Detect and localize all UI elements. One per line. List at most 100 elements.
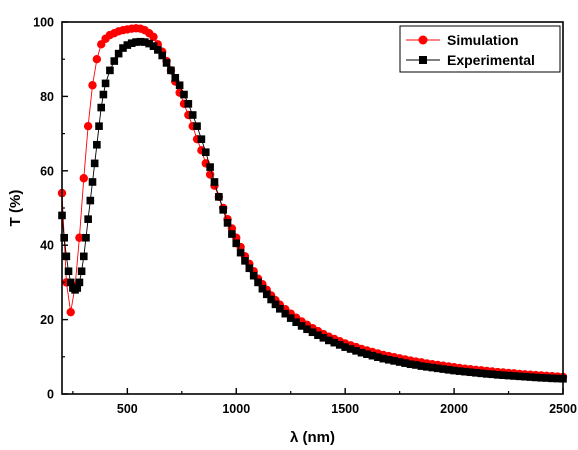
data-point-experimental — [154, 46, 162, 54]
data-point-experimental — [510, 372, 518, 380]
data-point-experimental — [210, 178, 219, 186]
x-tick-label: 500 — [117, 402, 138, 416]
x-tick-label: 1500 — [331, 402, 359, 416]
data-point-experimental — [537, 374, 546, 382]
data-point-experimental — [308, 328, 317, 337]
data-point-experimental — [281, 309, 290, 318]
y-tick-label: 0 — [47, 388, 54, 402]
data-point-experimental — [171, 74, 180, 82]
data-point-experimental — [228, 230, 236, 238]
data-point-experimental — [488, 370, 497, 379]
data-point-experimental — [64, 267, 73, 276]
data-point-experimental — [236, 248, 245, 257]
data-point-experimental — [106, 66, 114, 75]
data-point-experimental — [482, 370, 491, 378]
data-point-experimental — [504, 371, 513, 380]
data-point-experimental — [119, 44, 127, 52]
data-point-experimental — [433, 364, 442, 373]
data-point-experimental — [188, 111, 197, 119]
data-point-experimental — [75, 278, 84, 287]
data-point-experimental — [249, 271, 258, 280]
y-tick-label: 100 — [33, 16, 54, 30]
data-point-experimental — [136, 37, 145, 46]
legend-label-experimental: Experimental — [447, 52, 535, 68]
data-point-experimental — [335, 341, 344, 349]
data-point-experimental — [149, 42, 158, 50]
data-point-experimental — [110, 57, 119, 65]
data-point-experimental — [215, 193, 223, 201]
data-point-experimental — [542, 374, 551, 382]
data-point-simulation — [83, 121, 93, 131]
data-point-experimental — [167, 66, 175, 75]
data-point-simulation — [92, 55, 102, 64]
data-point-experimental — [60, 233, 68, 242]
data-point-experimental — [184, 100, 193, 108]
data-point-experimental — [276, 305, 284, 313]
data-point-experimental — [379, 354, 388, 363]
data-point-experimental — [493, 371, 502, 379]
y-tick-label: 60 — [40, 164, 54, 178]
data-point-simulation — [66, 307, 75, 317]
data-point-experimental — [201, 148, 210, 156]
data-point-simulation — [79, 174, 88, 183]
data-point-experimental — [406, 360, 415, 369]
data-point-experimental — [423, 363, 431, 371]
data-point-experimental — [297, 322, 306, 330]
data-point-experimental — [461, 367, 469, 376]
data-point-experimental — [262, 290, 271, 299]
data-point-experimental — [271, 300, 280, 309]
legend-marker-simulation — [418, 35, 428, 45]
series-layer — [57, 24, 568, 383]
data-point-experimental — [175, 81, 184, 90]
x-tick-label: 1000 — [222, 402, 250, 416]
data-point-experimental — [86, 196, 95, 205]
data-point-experimental — [526, 373, 535, 381]
data-point-experimental — [292, 318, 300, 327]
data-point-experimental — [553, 374, 562, 383]
data-point-experimental — [82, 233, 90, 242]
data-point-experimental — [390, 357, 398, 365]
x-axis-title: λ (nm) — [290, 429, 335, 446]
data-point-experimental — [88, 178, 97, 186]
data-point-experimental — [254, 278, 262, 287]
data-point-experimental — [439, 365, 447, 373]
x-tick-label: 2500 — [549, 402, 577, 416]
data-point-experimental — [79, 252, 88, 261]
data-point-experimental — [223, 219, 232, 227]
data-point-experimental — [197, 135, 206, 143]
data-point-experimental — [395, 358, 404, 366]
data-point-experimental — [123, 41, 132, 49]
data-point-experimental — [531, 373, 540, 382]
data-point-experimental — [472, 368, 480, 377]
y-tick-label: 20 — [40, 313, 54, 327]
data-point-experimental — [341, 343, 349, 351]
data-point-experimental — [99, 90, 108, 99]
data-point-experimental — [193, 122, 201, 130]
data-point-experimental — [206, 163, 214, 171]
y-axis-title: T (%) — [7, 190, 24, 227]
data-point-experimental — [66, 278, 75, 287]
data-point-simulation — [205, 170, 215, 179]
data-point-experimental — [93, 140, 101, 149]
legend-marker-experimental — [419, 56, 427, 64]
data-point-experimental — [374, 353, 382, 361]
data-point-experimental — [314, 331, 322, 340]
data-point-experimental — [267, 295, 275, 304]
data-point-experimental — [158, 51, 166, 60]
data-point-experimental — [84, 215, 92, 223]
data-point-experimental — [325, 336, 333, 345]
data-point-experimental — [515, 372, 524, 381]
data-point-experimental — [95, 122, 103, 130]
data-point-simulation — [75, 233, 84, 242]
data-point-experimental — [521, 372, 529, 381]
data-point-experimental — [241, 257, 249, 265]
data-point-experimental — [180, 90, 188, 99]
data-point-simulation — [88, 81, 97, 90]
axes-layer: 500 1000 1500 2000 2500 0 20 40 60 80 100 — [33, 16, 577, 417]
data-point-experimental — [346, 345, 355, 353]
data-point-simulation — [149, 32, 158, 42]
data-point-experimental — [363, 350, 371, 358]
data-point-experimental — [90, 159, 99, 168]
legend-label-simulation: Simulation — [447, 32, 519, 48]
data-point-experimental — [162, 59, 171, 67]
